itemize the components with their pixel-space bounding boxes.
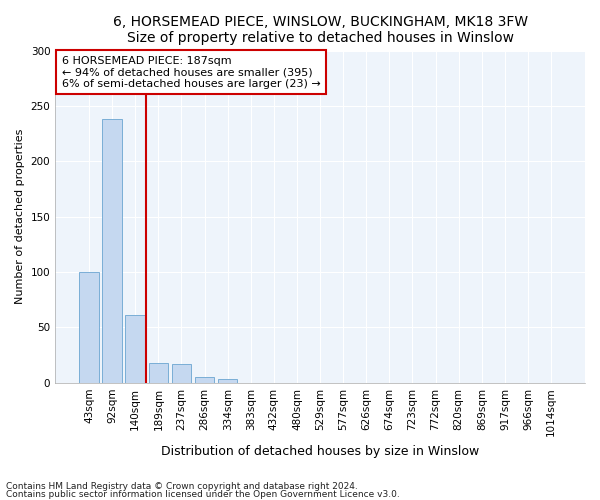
Bar <box>103 119 122 382</box>
Bar <box>149 363 168 382</box>
X-axis label: Distribution of detached houses by size in Winslow: Distribution of detached houses by size … <box>161 444 479 458</box>
Bar <box>172 364 191 382</box>
Text: Contains public sector information licensed under the Open Government Licence v3: Contains public sector information licen… <box>6 490 400 499</box>
Title: 6, HORSEMEAD PIECE, WINSLOW, BUCKINGHAM, MK18 3FW
Size of property relative to d: 6, HORSEMEAD PIECE, WINSLOW, BUCKINGHAM,… <box>113 15 527 45</box>
Bar <box>195 377 214 382</box>
Y-axis label: Number of detached properties: Number of detached properties <box>15 129 25 304</box>
Bar <box>125 315 145 382</box>
Bar <box>79 272 99 382</box>
Bar <box>218 380 238 382</box>
Text: Contains HM Land Registry data © Crown copyright and database right 2024.: Contains HM Land Registry data © Crown c… <box>6 482 358 491</box>
Text: 6 HORSEMEAD PIECE: 187sqm
← 94% of detached houses are smaller (395)
6% of semi-: 6 HORSEMEAD PIECE: 187sqm ← 94% of detac… <box>62 56 320 88</box>
